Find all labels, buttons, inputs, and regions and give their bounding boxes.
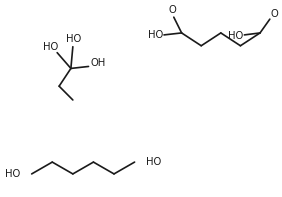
Text: HO: HO <box>146 157 162 167</box>
Text: HO: HO <box>43 42 58 52</box>
Text: O: O <box>271 9 279 19</box>
Text: HO: HO <box>66 34 81 44</box>
Text: HO: HO <box>147 30 163 40</box>
Text: O: O <box>169 5 177 15</box>
Text: HO: HO <box>5 169 20 179</box>
Text: OH: OH <box>91 58 106 68</box>
Text: HO: HO <box>228 31 243 41</box>
